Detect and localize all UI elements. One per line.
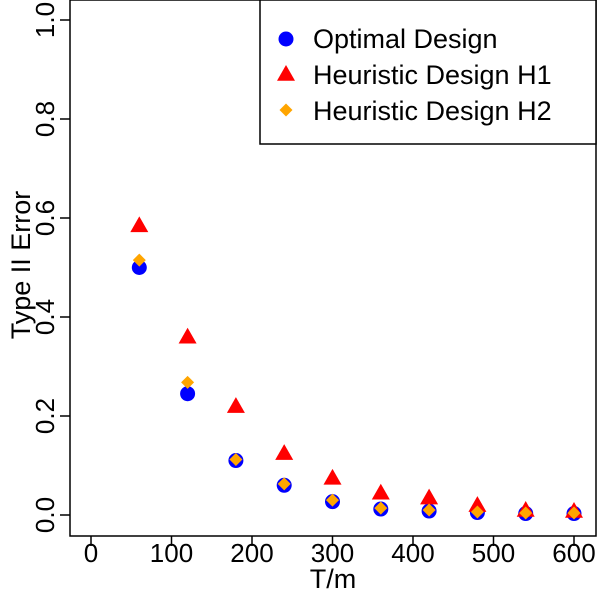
- h1-point: [130, 216, 149, 233]
- y-axis-title: Type II Error: [6, 191, 36, 340]
- h2-point: [229, 453, 243, 467]
- x-tick-label: 200: [230, 538, 273, 568]
- legend-box: [259, 0, 597, 145]
- h2-point: [132, 253, 146, 267]
- y-tick-label: 0.0: [30, 497, 60, 533]
- y-tick-label: 0.4: [30, 299, 60, 335]
- h1-point: [468, 496, 487, 512]
- legend-label-optimal: Optimal Design: [313, 24, 498, 54]
- x-axis-title: T/m: [310, 564, 357, 594]
- y-axis: 0.0 0.2 0.4 0.6 0.8 1.0: [30, 2, 70, 533]
- x-tick-label: 300: [311, 538, 354, 568]
- y-tick-label: 0.2: [30, 398, 60, 434]
- h1-point: [226, 397, 245, 413]
- x-tick-label: 600: [552, 538, 595, 568]
- legend-circle-marker: [278, 31, 294, 47]
- x-tick-label: 400: [391, 538, 434, 568]
- optimal-point: [131, 260, 147, 275]
- x-tick-label: 100: [150, 538, 193, 568]
- legend: Optimal Design Heuristic Design H1 Heuri…: [259, 0, 597, 145]
- h2-point: [422, 503, 436, 517]
- optimal-point: [180, 386, 196, 402]
- h2-point: [519, 506, 533, 520]
- legend-label-h2: Heuristic Design H2: [313, 96, 552, 126]
- legend-label-h1: Heuristic Design H1: [313, 60, 552, 90]
- legend-triangle-marker: [277, 65, 295, 81]
- legend-diamond-marker: [279, 103, 293, 117]
- h1-point: [371, 483, 390, 500]
- y-tick-label: 0.6: [30, 200, 60, 236]
- data-points: [130, 216, 583, 522]
- h1-point: [323, 468, 342, 485]
- y-tick-label: 1.0: [30, 2, 60, 38]
- h1-point: [275, 444, 294, 460]
- h2-point: [277, 477, 291, 491]
- y-tick-label: 0.8: [30, 101, 60, 137]
- h2-point: [567, 506, 581, 520]
- x-tick-label: 500: [472, 538, 515, 568]
- h2-point: [470, 505, 484, 519]
- x-tick-label: 0: [84, 538, 98, 568]
- h2-point: [181, 375, 195, 389]
- x-axis: 0 100 200 300 400 500 600: [84, 536, 596, 568]
- h1-point: [178, 327, 197, 344]
- h2-point: [374, 501, 388, 515]
- h1-point: [420, 488, 439, 505]
- h2-point: [326, 493, 339, 507]
